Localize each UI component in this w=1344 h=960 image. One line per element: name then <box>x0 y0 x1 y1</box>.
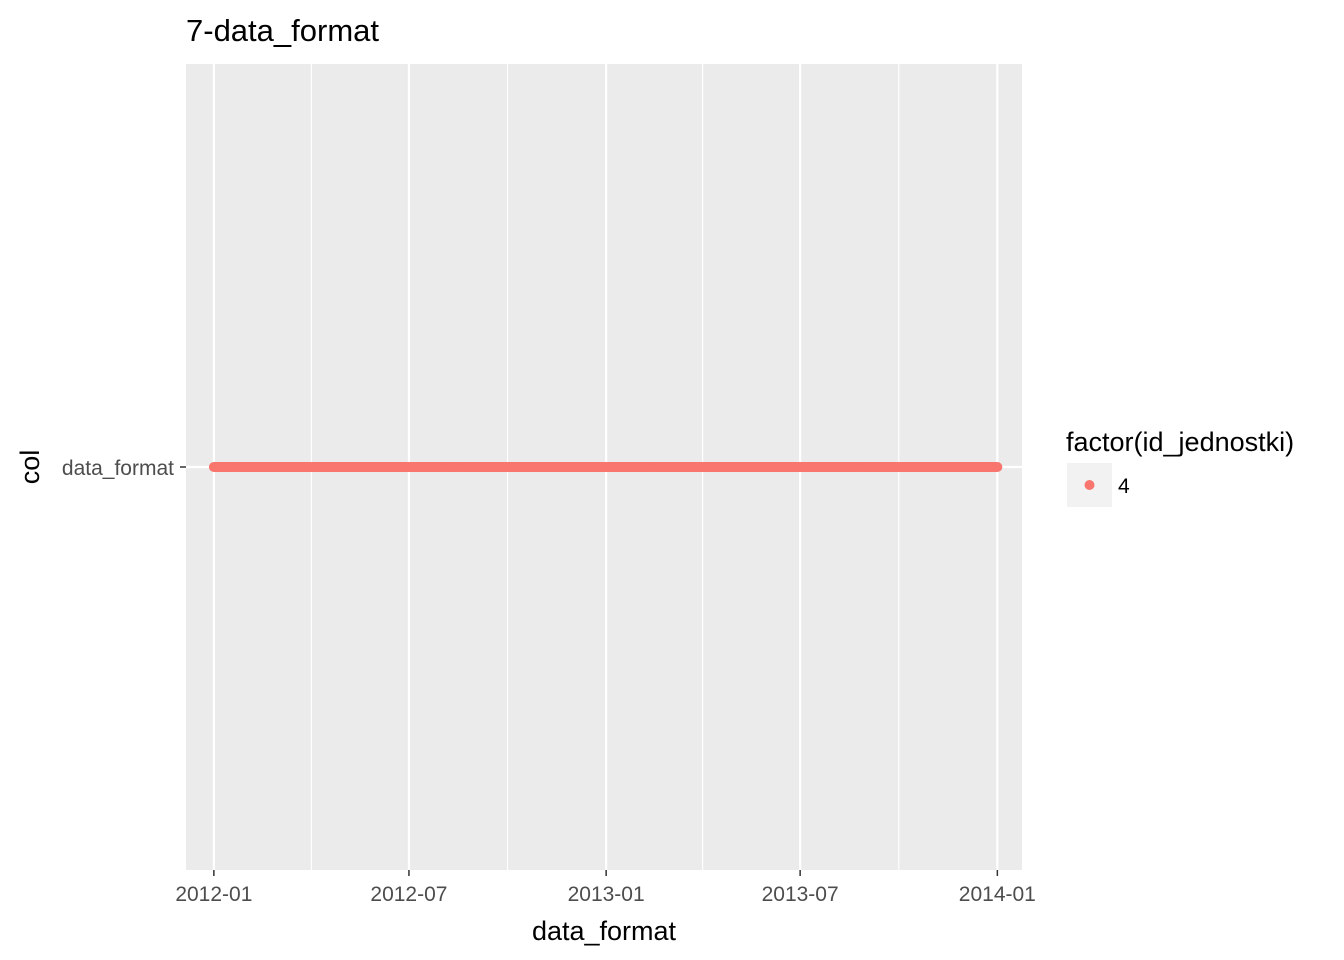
x-tick-label: 2012-07 <box>370 883 447 906</box>
x-tick-label: 2012-01 <box>175 883 252 906</box>
legend-entries: 4 <box>1067 463 1130 507</box>
x-axis-ticks: 2012-01 2012-07 2013-01 2013-07 2014-01 <box>175 870 1036 906</box>
data-points <box>208 462 1003 472</box>
y-axis-title: col <box>15 450 45 485</box>
x-axis-title: data_format <box>532 916 677 946</box>
x-tick-label: 2014-01 <box>959 883 1036 906</box>
chart-title: 7-data_format <box>186 13 379 48</box>
x-tick-label: 2013-07 <box>762 883 839 906</box>
legend: factor(id_jednostki) 4 <box>1066 427 1294 507</box>
data-point <box>992 462 1003 472</box>
y-axis-ticks: data_format <box>62 457 186 480</box>
legend-label: 4 <box>1118 475 1130 498</box>
legend-point <box>1084 480 1095 490</box>
legend-title: factor(id_jednostki) <box>1066 427 1294 457</box>
y-tick-label: data_format <box>62 457 174 480</box>
x-tick-label: 2013-01 <box>568 883 645 906</box>
